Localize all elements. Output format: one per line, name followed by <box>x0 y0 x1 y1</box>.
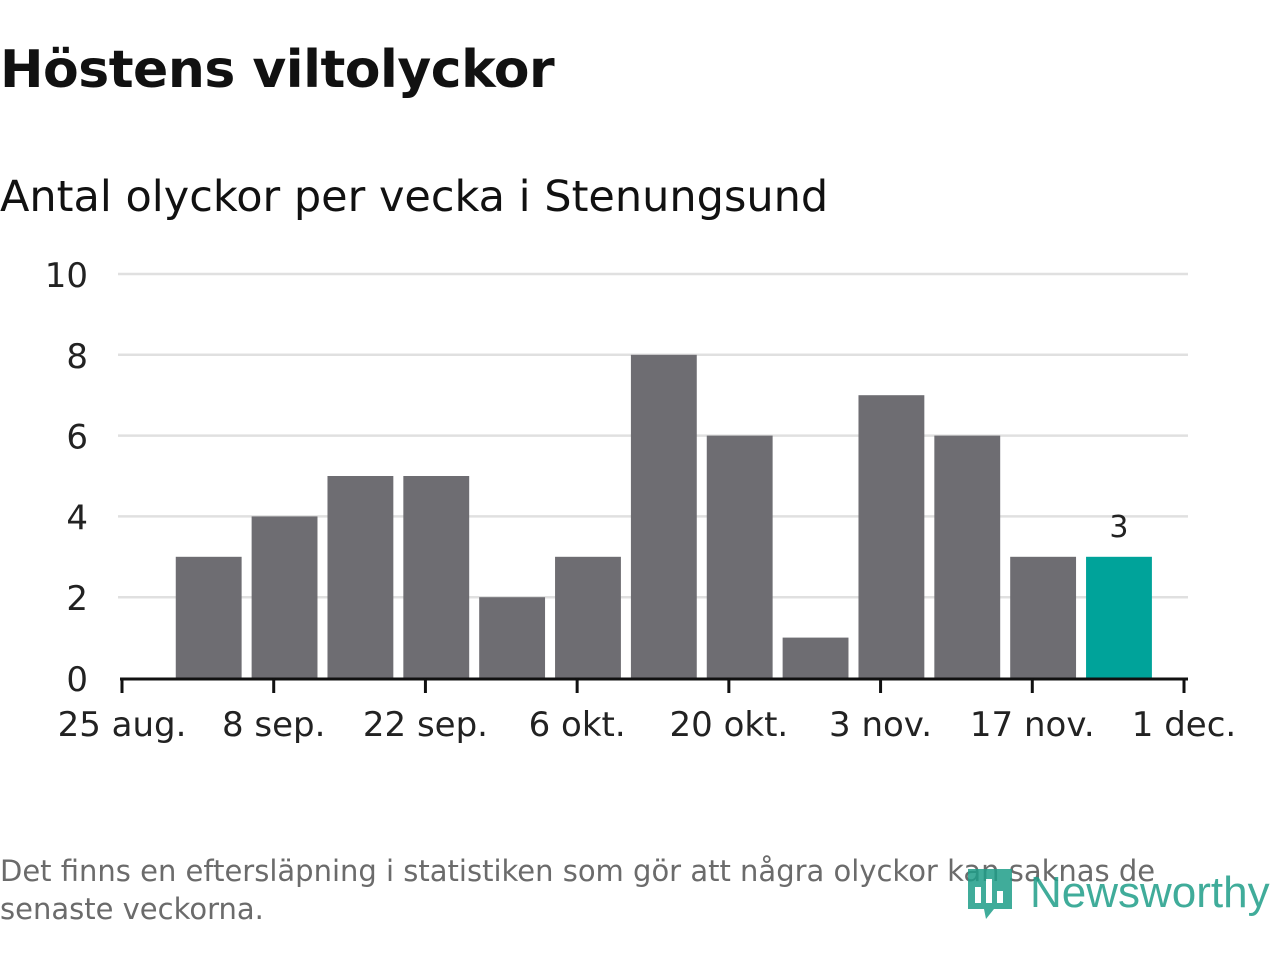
bar <box>479 597 546 678</box>
x-tick-label: 25 aug. <box>58 705 187 745</box>
x-tick-label: 3 nov. <box>829 705 932 745</box>
data-labels: 3 <box>1109 510 1128 545</box>
bar <box>706 435 773 678</box>
bar <box>175 556 242 678</box>
bar <box>555 556 621 678</box>
x-tick-label: 22 sep. <box>363 705 488 745</box>
y-tick-label: 0 <box>66 660 88 700</box>
y-tick-label: 8 <box>66 337 88 377</box>
bar <box>1010 556 1077 678</box>
footnote: Det finns en eftersläpning i statistiken… <box>0 854 1156 926</box>
x-tick-label: 1 dec. <box>1132 705 1236 745</box>
bars <box>175 354 1152 678</box>
chart-subtitle: Antal olyckor per vecka i Stenungsund <box>0 172 829 222</box>
bar <box>858 395 925 678</box>
bar <box>934 435 1001 678</box>
bar-highlight <box>1086 556 1152 678</box>
y-tick-labels: 0 2 4 6 8 10 <box>45 256 88 700</box>
y-tick-label: 4 <box>66 498 88 538</box>
y-tick-label: 6 <box>66 418 88 458</box>
bar <box>782 637 849 678</box>
data-label: 3 <box>1109 510 1128 545</box>
y-tick-label: 2 <box>66 579 88 619</box>
x-tick-label: 6 okt. <box>529 705 626 745</box>
newsworthy-logo: Newsworthy <box>964 862 1270 924</box>
x-tick-label: 17 nov. <box>970 705 1095 745</box>
x-tick-label: 20 okt. <box>670 705 789 745</box>
chart-title: Höstens viltolyckor <box>0 40 555 100</box>
bar <box>251 516 318 678</box>
bar <box>327 476 394 678</box>
bar <box>630 354 697 678</box>
x-tick-label: 8 sep. <box>222 705 325 745</box>
x-axis: 25 aug. 8 sep. 22 sep. 6 okt. 20 okt. 3 nov. 1… <box>58 677 1236 745</box>
bar-chart: 0 2 4 6 8 10 3 25 aug. 8 sep. 22 sep. 6 okt. 20 o… <box>45 256 1236 745</box>
logo-wordmark: Newsworthy <box>1030 868 1270 917</box>
bar <box>403 476 470 678</box>
newsworthy-logo-icon <box>968 869 1012 919</box>
y-tick-label: 10 <box>45 256 88 296</box>
